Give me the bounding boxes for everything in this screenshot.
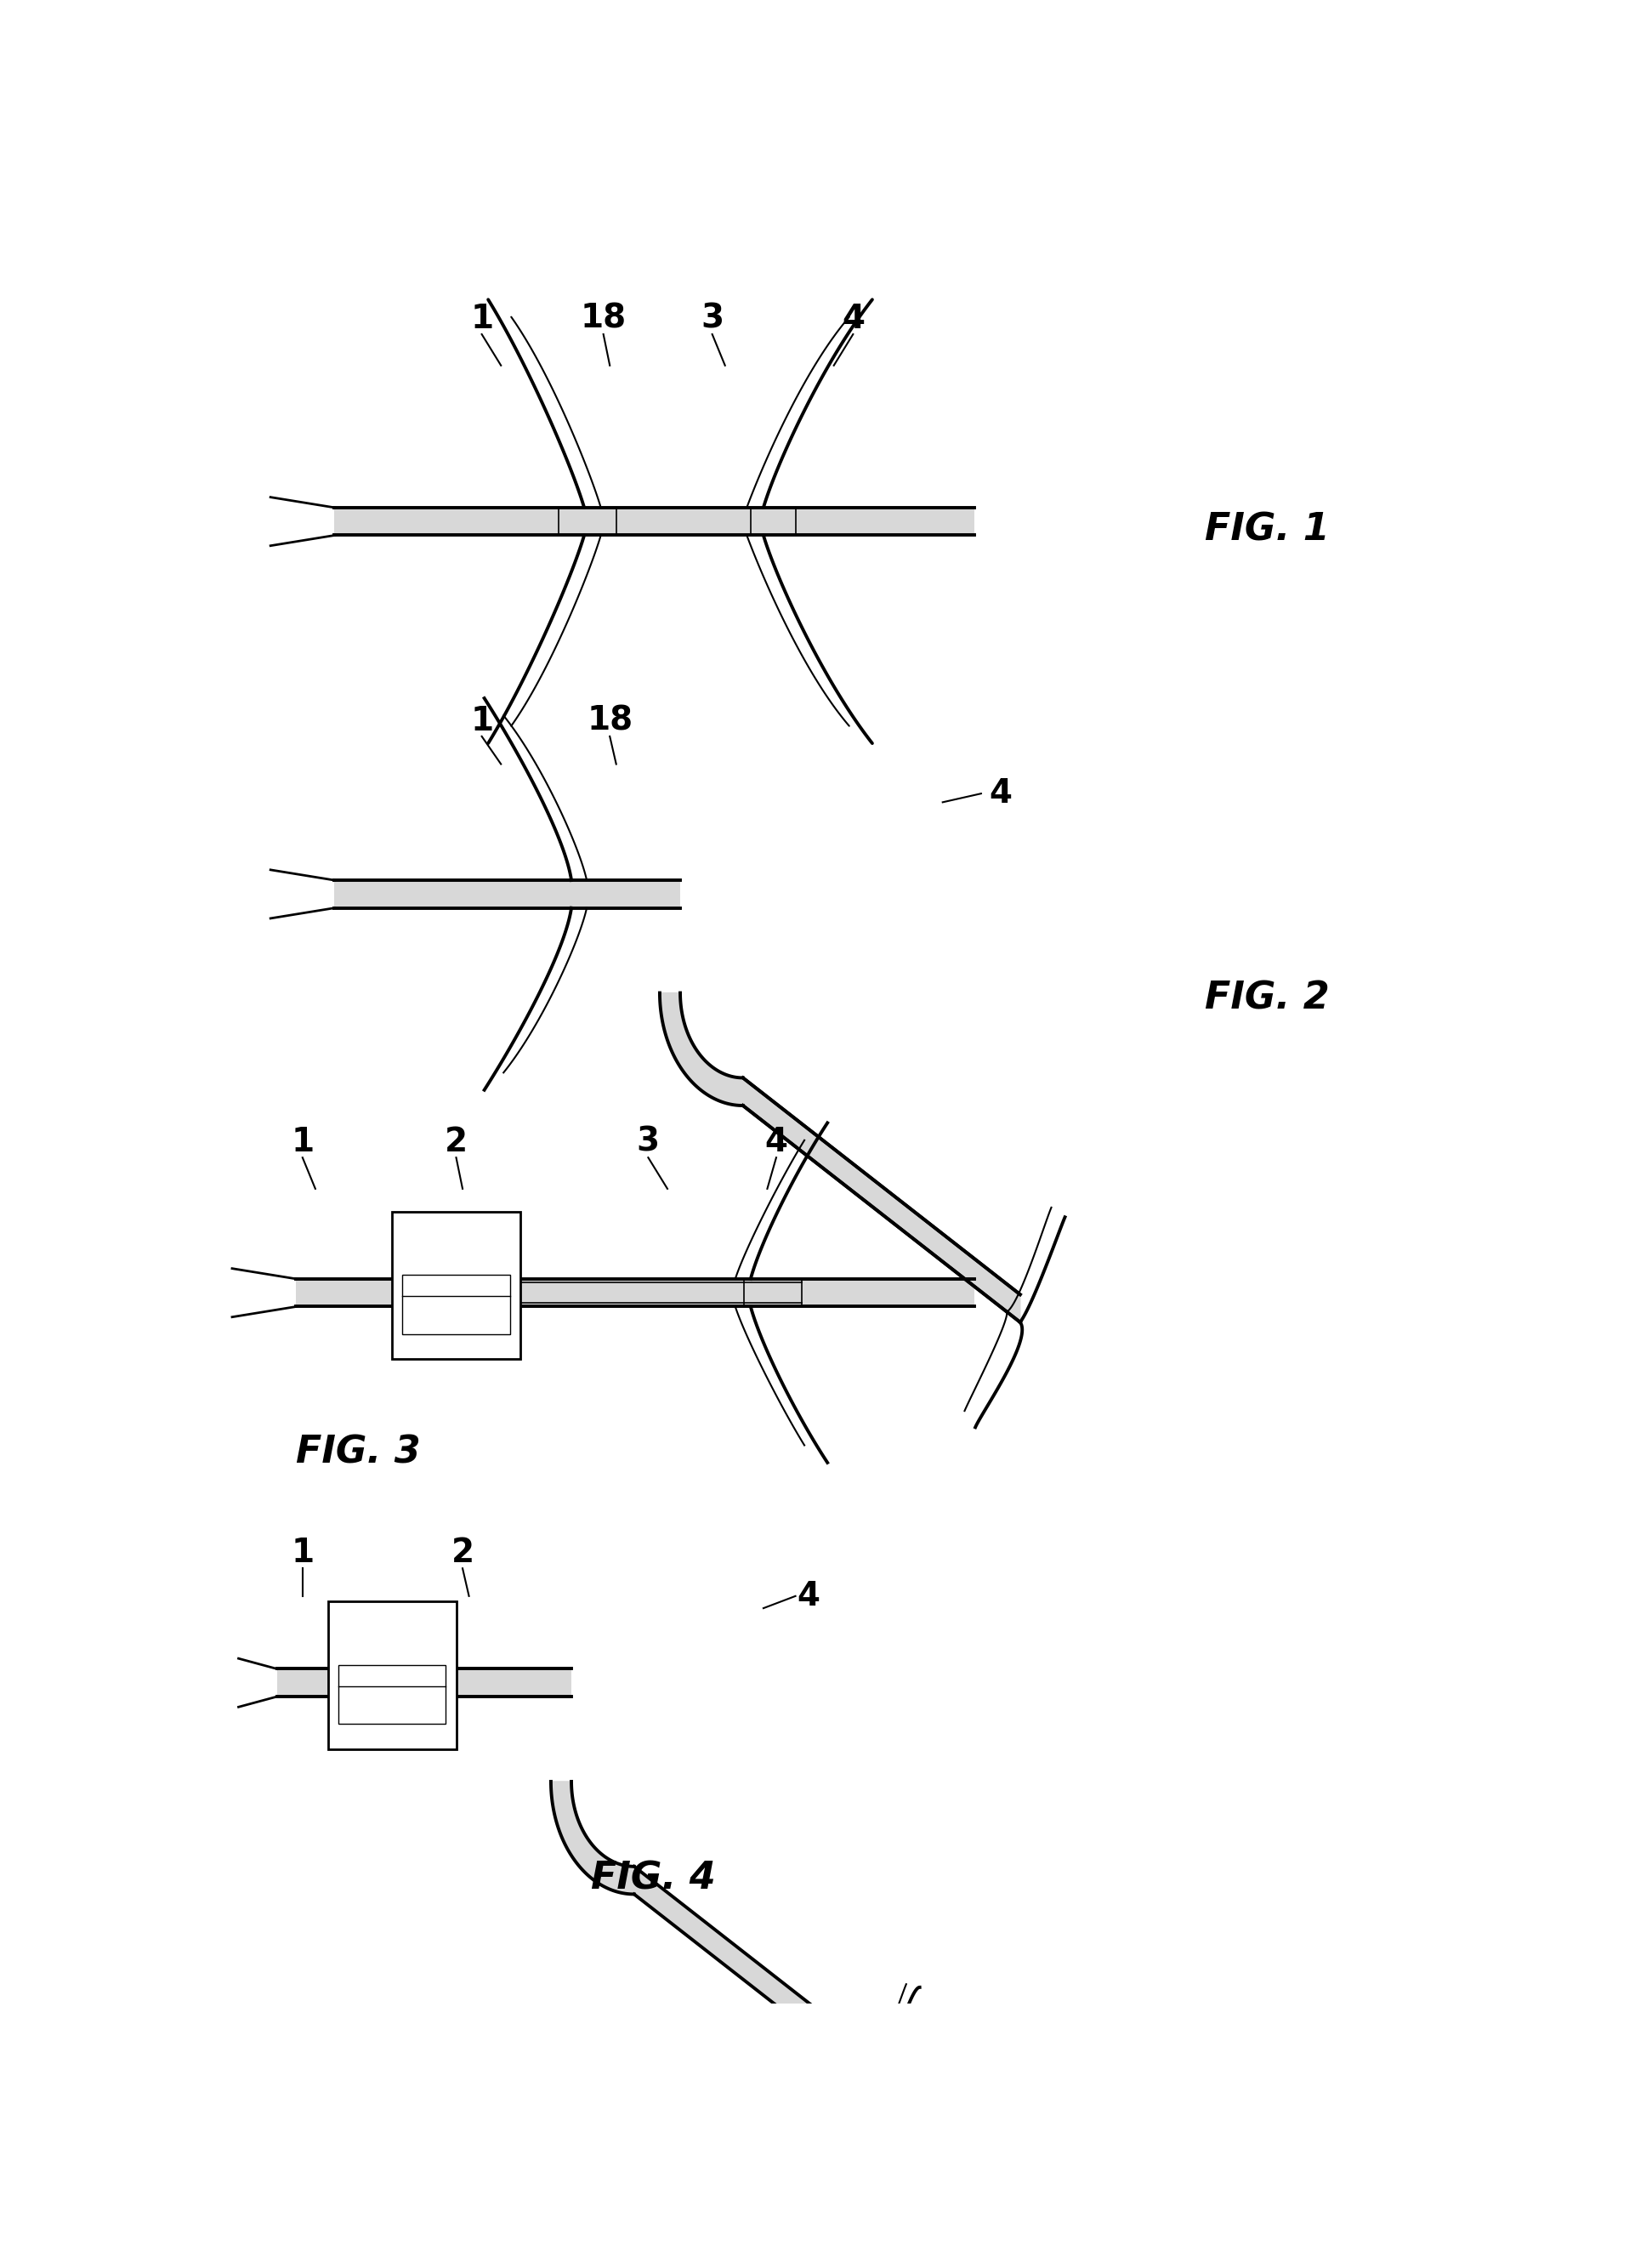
Text: 1: 1 — [291, 1126, 314, 1157]
Text: 18: 18 — [586, 705, 633, 736]
Text: 4: 4 — [990, 777, 1011, 810]
Bar — [334, 880, 681, 907]
Bar — [278, 1668, 572, 1697]
Text: 4: 4 — [796, 1580, 819, 1612]
Bar — [296, 1279, 975, 1306]
Polygon shape — [743, 1078, 1021, 1321]
Text: 2: 2 — [444, 1126, 468, 1157]
Bar — [392, 1211, 520, 1360]
Text: 1: 1 — [471, 705, 494, 736]
Text: 1: 1 — [291, 1537, 314, 1569]
Text: 18: 18 — [580, 302, 626, 335]
Polygon shape — [659, 993, 743, 1105]
Text: 3: 3 — [636, 1126, 659, 1157]
Text: FIG. 2: FIG. 2 — [1206, 979, 1330, 1017]
Bar — [334, 506, 975, 536]
Text: 4: 4 — [765, 1126, 788, 1157]
Text: 3: 3 — [700, 302, 724, 335]
Polygon shape — [634, 1866, 879, 2084]
Text: FIG. 1: FIG. 1 — [1206, 511, 1330, 549]
Bar — [339, 1666, 446, 1724]
Text: FIG. 4: FIG. 4 — [591, 1859, 715, 1898]
Text: 4: 4 — [841, 302, 864, 335]
Text: 1: 1 — [471, 302, 494, 335]
Text: FIG. 3: FIG. 3 — [296, 1434, 421, 1470]
Bar — [329, 1603, 456, 1749]
Text: 2: 2 — [451, 1537, 474, 1569]
Polygon shape — [550, 1781, 634, 1893]
Bar — [403, 1274, 510, 1335]
